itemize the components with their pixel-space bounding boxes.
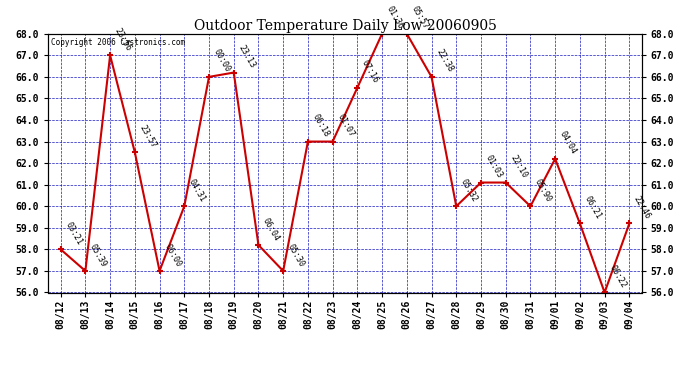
Text: 23:57: 23:57 <box>137 123 158 150</box>
Text: Copyright 2006 Castronics.com: Copyright 2006 Castronics.com <box>51 38 186 46</box>
Text: 04:31: 04:31 <box>187 177 208 204</box>
Text: 22:38: 22:38 <box>434 48 455 74</box>
Title: Outdoor Temperature Daily Low 20060905: Outdoor Temperature Daily Low 20060905 <box>194 19 496 33</box>
Text: 23:56: 23:56 <box>113 26 133 53</box>
Text: 05:32: 05:32 <box>459 177 480 204</box>
Text: 06:04: 06:04 <box>262 216 282 242</box>
Text: 22:46: 22:46 <box>632 195 653 221</box>
Text: 01:07: 01:07 <box>335 112 356 139</box>
Text: 07:16: 07:16 <box>360 59 380 85</box>
Text: 22:10: 22:10 <box>509 154 529 180</box>
Text: 00:00: 00:00 <box>212 48 232 74</box>
Text: 05:57: 05:57 <box>410 5 430 31</box>
Text: 01:03: 01:03 <box>484 154 504 180</box>
Text: 05:30: 05:30 <box>286 242 306 268</box>
Text: 05:39: 05:39 <box>88 242 108 268</box>
Text: 01:36: 01:36 <box>385 5 405 31</box>
Text: 06:00: 06:00 <box>162 242 183 268</box>
Text: 23:13: 23:13 <box>237 44 257 70</box>
Text: 03:21: 03:21 <box>63 220 83 247</box>
Text: 06:22: 06:22 <box>607 264 628 290</box>
Text: 05:90: 05:90 <box>533 177 553 204</box>
Text: 06:21: 06:21 <box>582 195 603 221</box>
Text: 04:04: 04:04 <box>558 130 578 156</box>
Text: 06:18: 06:18 <box>310 112 331 139</box>
